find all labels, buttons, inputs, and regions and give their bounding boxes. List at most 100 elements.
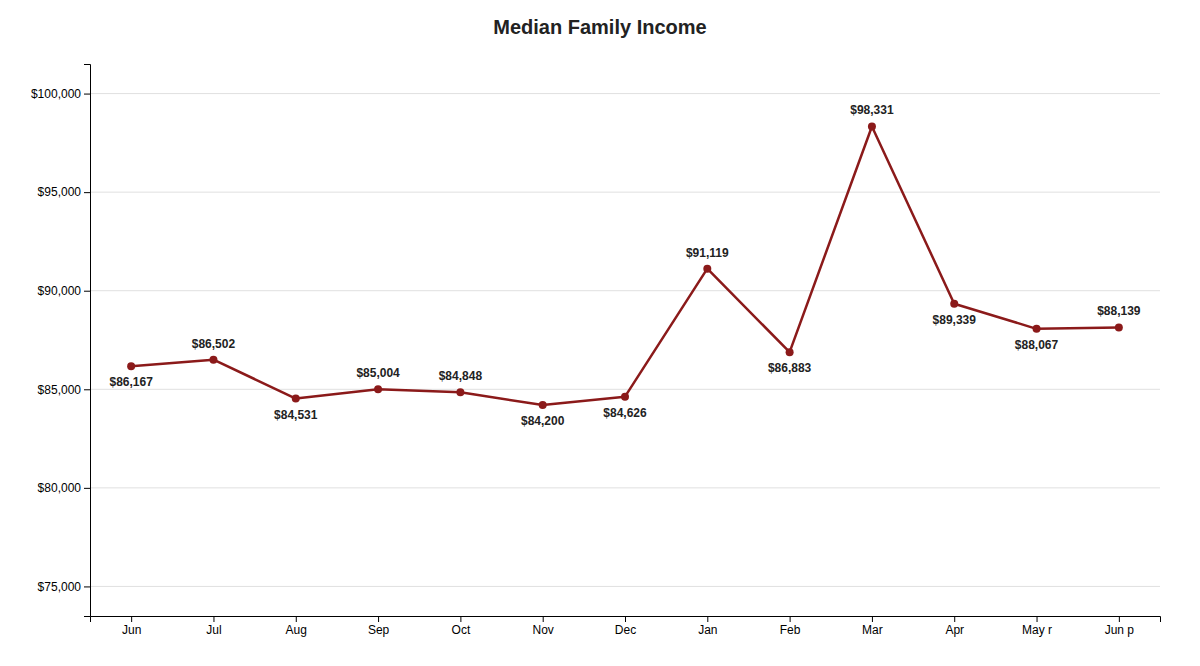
tick-mark bbox=[954, 616, 955, 622]
tick: Feb bbox=[780, 616, 801, 637]
tick: Jun p bbox=[1105, 616, 1135, 637]
data-labels: $86,167 $86,502 $84,531 $85,004 $84,848 $84,2… bbox=[109, 103, 1140, 428]
tick-label: Oct bbox=[452, 623, 471, 637]
tick-mark bbox=[460, 616, 461, 622]
tick-label: $95,000 bbox=[38, 185, 82, 199]
point bbox=[292, 395, 300, 403]
point bbox=[1033, 325, 1041, 333]
point bbox=[621, 393, 629, 401]
tick: Oct bbox=[452, 616, 471, 637]
tick-mark bbox=[213, 616, 214, 622]
tick: $100,000 bbox=[31, 87, 90, 101]
point bbox=[539, 401, 547, 409]
data-label: $85,004 bbox=[356, 366, 400, 380]
data-label: $91,119 bbox=[686, 246, 729, 260]
tick-label: Jul bbox=[206, 623, 221, 637]
grid-line bbox=[90, 586, 1160, 587]
tick-mark bbox=[707, 616, 708, 622]
tick: Dec bbox=[615, 616, 636, 637]
tick-mark bbox=[84, 488, 90, 489]
tick-label: Jan bbox=[698, 623, 717, 637]
tick: $90,000 bbox=[38, 284, 90, 298]
tick-mark bbox=[84, 291, 90, 292]
tick-mark bbox=[84, 389, 90, 390]
point bbox=[786, 348, 794, 356]
tick-label: Dec bbox=[615, 623, 636, 637]
data-label: $88,139 bbox=[1097, 304, 1141, 318]
tick-label: $80,000 bbox=[38, 481, 82, 495]
tick-mark bbox=[1119, 616, 1120, 622]
point bbox=[1115, 323, 1123, 331]
point bbox=[950, 300, 958, 308]
title: Median Family Income bbox=[493, 16, 706, 38]
grid-line bbox=[90, 93, 1160, 94]
tick-mark bbox=[543, 616, 544, 622]
tick-label: Feb bbox=[780, 623, 801, 637]
tick-mark bbox=[378, 616, 379, 622]
data-label: $84,200 bbox=[521, 414, 565, 428]
tick: May r bbox=[1022, 616, 1052, 637]
tick-label: $90,000 bbox=[38, 284, 82, 298]
point bbox=[374, 385, 382, 393]
tick-label: Sep bbox=[368, 623, 390, 637]
tick-label: $85,000 bbox=[38, 383, 82, 397]
data-label: $98,331 bbox=[850, 103, 894, 117]
point bbox=[127, 362, 135, 370]
grid bbox=[90, 94, 1160, 587]
tick-label: Apr bbox=[945, 623, 964, 637]
tick-mark bbox=[296, 616, 297, 622]
tick: Aug bbox=[286, 616, 307, 637]
grid-line bbox=[90, 192, 1160, 193]
tick: $95,000 bbox=[38, 185, 90, 199]
tick: $85,000 bbox=[38, 383, 90, 397]
axis-line bbox=[91, 617, 1161, 623]
tick-label: Jun bbox=[122, 623, 141, 637]
grid-line bbox=[90, 487, 1160, 488]
tick: Jul bbox=[206, 616, 221, 637]
tick: Jun bbox=[122, 616, 141, 637]
marks bbox=[127, 122, 1123, 409]
point bbox=[868, 122, 876, 130]
tick-mark bbox=[625, 616, 626, 622]
data-label: $86,167 bbox=[109, 375, 153, 389]
data-label: $84,531 bbox=[274, 408, 318, 422]
point bbox=[209, 356, 217, 364]
grid-line bbox=[90, 290, 1160, 291]
tick: Jan bbox=[698, 616, 717, 637]
tick-label: May r bbox=[1022, 623, 1052, 637]
tick-mark bbox=[1037, 616, 1038, 622]
tick: Sep bbox=[368, 616, 390, 637]
data-label: $84,626 bbox=[603, 406, 647, 420]
data-label: $84,848 bbox=[439, 369, 483, 383]
point bbox=[456, 388, 464, 396]
tick-label: Mar bbox=[862, 623, 883, 637]
data-label: $89,339 bbox=[933, 313, 977, 327]
tick: Apr bbox=[945, 616, 964, 637]
plot: $75,000 $80,000 $85,000 $90,000 $95,000 $100,… bbox=[31, 65, 1161, 637]
tick-mark bbox=[131, 616, 132, 622]
tick-label: Jun p bbox=[1105, 623, 1135, 637]
tick: $75,000 bbox=[38, 580, 90, 594]
line bbox=[131, 126, 1119, 405]
tick-label: $100,000 bbox=[31, 87, 81, 101]
tick: $80,000 bbox=[38, 481, 90, 495]
tick-mark bbox=[790, 616, 791, 622]
tick: Nov bbox=[533, 616, 554, 637]
tick-label: Nov bbox=[533, 623, 554, 637]
data-label: $86,883 bbox=[768, 361, 812, 375]
chart: Median Family Income $75,000 $80,000 $85,00… bbox=[0, 0, 1200, 666]
point bbox=[703, 265, 711, 273]
tick-label: Aug bbox=[286, 623, 307, 637]
tick: Mar bbox=[862, 616, 883, 637]
tick-mark bbox=[84, 94, 90, 95]
data-label: $86,502 bbox=[192, 337, 236, 351]
tick-mark bbox=[84, 192, 90, 193]
data-label: $88,067 bbox=[1015, 338, 1059, 352]
tick-mark bbox=[84, 586, 90, 587]
x-axis: Jun Jul Aug Sep Oct Nov Dec Jan Feb Mar Apr May r Ju… bbox=[91, 616, 1161, 637]
y-axis: $75,000 $80,000 $85,000 $90,000 $95,000 $100,… bbox=[31, 65, 91, 617]
grid-line bbox=[90, 389, 1160, 390]
tick-mark bbox=[872, 616, 873, 622]
tick-label: $75,000 bbox=[38, 580, 82, 594]
axis-line bbox=[84, 65, 91, 617]
